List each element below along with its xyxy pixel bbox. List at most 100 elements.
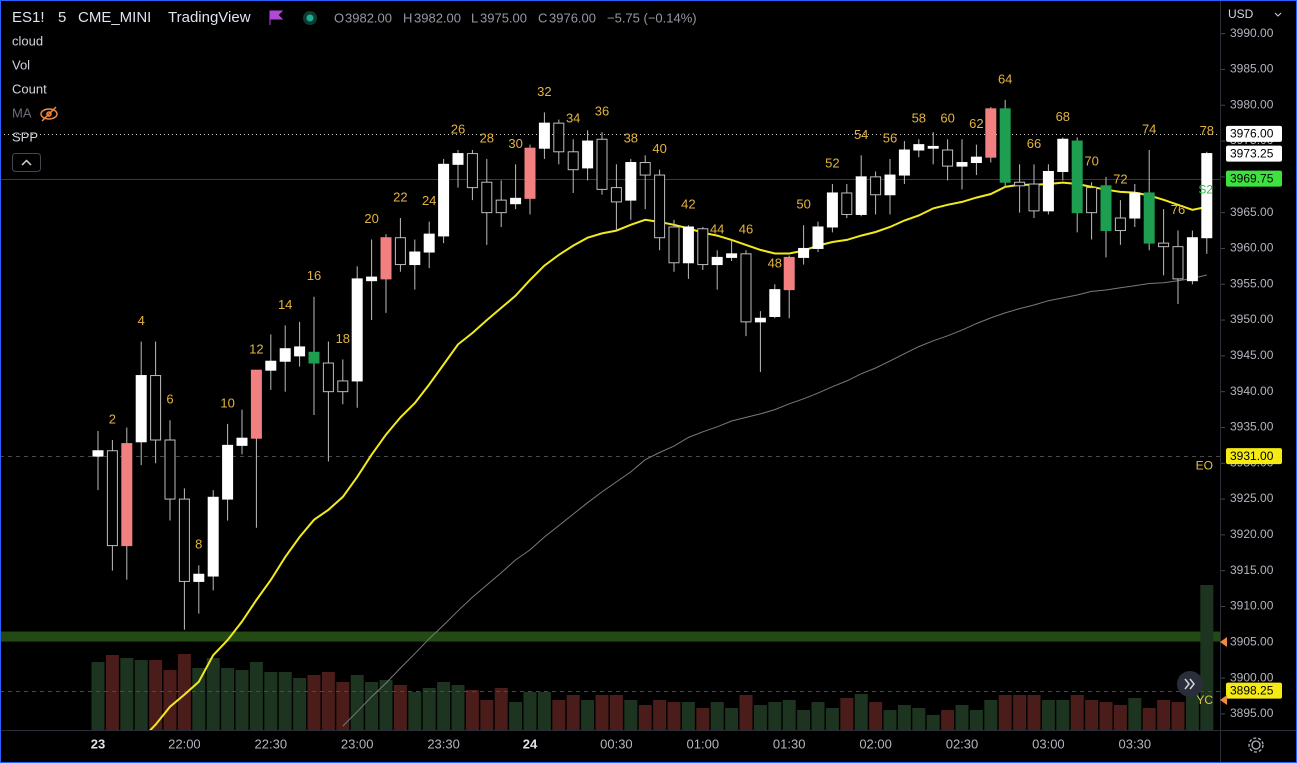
volume-bar [278,672,292,730]
interval[interactable]: 5 [58,9,66,26]
volume-bar [739,695,753,730]
candle-body [322,362,334,393]
x-tick-label: 02:30 [946,736,979,751]
volume-bar [667,702,681,730]
candle-body [1071,140,1083,214]
candle-body [740,253,752,323]
y-tick-label: 3960.00 [1230,241,1274,255]
candle-body [121,443,133,547]
price-label: 3969.75 [1230,171,1274,185]
volume-bar [681,702,695,730]
y-tick-label: 3900.00 [1230,670,1274,684]
count-label: 36 [595,104,609,119]
volume-bar [365,682,379,730]
legend-item[interactable]: Vol [12,57,30,72]
volume-bar [1157,700,1171,730]
candle-body [1158,242,1170,248]
volume-bar [105,655,119,730]
candle-body [222,444,234,500]
volume-bar [1200,585,1214,730]
count-label: 12 [249,342,263,357]
candle-body [553,122,565,153]
candle-body [250,369,262,439]
count-label: 56 [883,130,897,145]
level-tag: S2 [1198,183,1213,197]
count-label: 40 [652,141,666,156]
volume-bar [912,708,926,730]
legend-item[interactable]: cloud [12,33,43,48]
candle-body [394,237,406,266]
volume-bar [653,700,667,730]
candle-body [193,573,205,582]
count-label: 30 [508,136,522,151]
volume-bar [955,705,969,730]
candle-body [1129,192,1141,219]
y-tick-label: 3950.00 [1230,312,1274,326]
volume-bar [480,700,494,730]
y-tick-label: 3955.00 [1230,276,1274,290]
y-tick-label: 3940.00 [1230,384,1274,398]
x-tick-label: 03:30 [1119,736,1152,751]
volume-bar [926,715,940,730]
price-label: 3931.00 [1230,449,1274,463]
candle-body [884,174,896,196]
volume-bar [984,700,998,730]
count-label: 60 [940,111,954,126]
candle-body [308,351,320,364]
count-label: 70 [1084,154,1098,169]
volume-bar [753,705,767,730]
volume-bar [422,688,436,730]
x-tick-label: 02:00 [859,736,892,751]
level-tag: EO [1196,458,1213,472]
candle-body [610,187,622,203]
candle-body [625,162,637,201]
collapse-button[interactable] [12,153,41,172]
candle-body [1086,187,1098,214]
volume-bar [725,708,739,730]
legend-item[interactable]: Count [12,81,47,96]
volume-bar [869,702,883,730]
price-label-bg [1226,170,1282,187]
volume-bar [336,682,350,730]
price-label-bg [1226,125,1282,142]
candle-body [1143,192,1155,244]
count-label: 42 [681,197,695,212]
candle-body [178,498,190,582]
count-label: 74 [1142,121,1156,136]
x-tick-label: 24 [523,736,538,751]
legend-item[interactable]: SPP [12,129,38,144]
volume-bar [350,675,364,730]
currency-dropdown[interactable] [1274,12,1282,17]
settings-icon[interactable] [1248,737,1264,753]
count-label: 32 [537,84,551,99]
volume-bar [552,700,566,730]
hidden-icon[interactable] [40,106,58,122]
candle-body [236,437,248,446]
volume-bar [768,702,782,730]
y-tick-label: 3965.00 [1230,205,1274,219]
flag-icon[interactable] [269,10,284,25]
count-label: 14 [278,297,292,312]
ohlc-change: −5.75 (−0.14%) [607,10,697,25]
volume-bar [1056,700,1070,730]
currency[interactable]: USD [1228,7,1254,21]
count-label: 34 [566,111,580,126]
volume-bar [393,685,407,730]
candle-body [150,375,162,441]
legend-item[interactable]: MA [12,105,32,120]
volume-bar [408,692,422,730]
volume-bar [437,682,451,730]
volume-bar [221,668,235,730]
symbol[interactable]: ES1! [12,9,45,26]
y-tick-label: 3895.00 [1230,706,1274,720]
candle-body [265,360,277,371]
count-label: 28 [480,130,494,145]
volume-bar [91,662,105,730]
candle-body [596,138,608,190]
volume-bar [897,705,911,730]
scroll-button[interactable] [1177,671,1203,697]
volume-bar [1013,695,1027,730]
volume-bar [120,658,134,730]
ohlc-key: L [471,10,478,25]
